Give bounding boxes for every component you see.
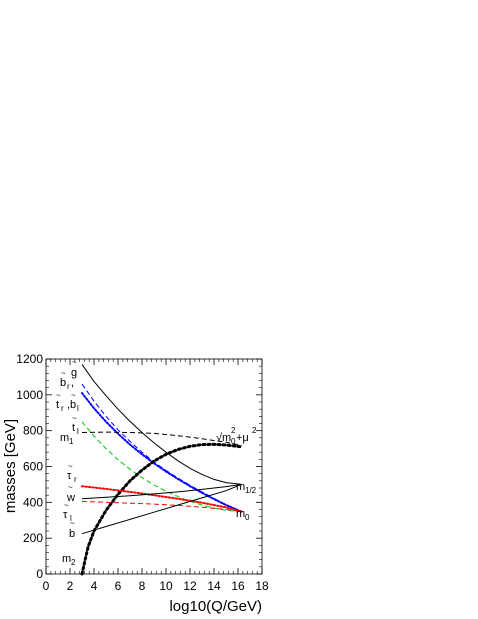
svg-text:~: ~	[71, 391, 76, 400]
svg-text:g: g	[71, 367, 77, 379]
x-tick-label: 16	[231, 579, 245, 593]
svg-text:2: 2	[252, 426, 257, 435]
curve-labels: g ~ b ~ r , t ~ r , b ~ l t ~ l m 1 τ	[56, 358, 257, 567]
label-tR-bL: t ~ r , b ~ l	[56, 391, 79, 413]
label-tauR: τ ~ r	[67, 462, 77, 484]
x-tick-label: 18	[255, 579, 269, 593]
svg-text:t: t	[56, 399, 59, 411]
x-tick-label: 4	[91, 579, 98, 593]
x-axis-title-text: log10(Q/GeV)	[169, 598, 262, 615]
svg-text:~: ~	[64, 501, 69, 510]
svg-text:~: ~	[68, 483, 73, 492]
svg-text:b: b	[69, 528, 75, 540]
y-axis-title: masses [GeV]	[2, 419, 19, 513]
axis-ticks	[45, 358, 263, 575]
svg-text:r: r	[61, 404, 64, 413]
svg-text:t: t	[72, 422, 75, 434]
svg-text:+μ: +μ	[236, 432, 249, 444]
svg-text:m: m	[60, 432, 69, 444]
svg-text:r: r	[67, 382, 70, 391]
x-tick-label: 8	[139, 579, 146, 593]
label-m2: m 2	[62, 553, 76, 567]
svg-text:l: l	[70, 514, 72, 523]
svg-text:m: m	[236, 481, 245, 493]
label-wino: w ~	[66, 483, 75, 504]
y-tick-label: 0	[36, 567, 43, 581]
y-tick-label: 200	[23, 531, 43, 545]
svg-text:l: l	[77, 404, 79, 413]
label-gluino: g ~	[71, 358, 77, 379]
svg-text:~: ~	[72, 414, 77, 423]
svg-text:~: ~	[72, 358, 77, 367]
x-tick-label: 2	[67, 579, 74, 593]
svg-text:τ: τ	[63, 509, 68, 521]
svg-text:,: ,	[71, 377, 74, 389]
svg-text:√m: √m	[216, 432, 231, 444]
y-tick-label: 1000	[16, 388, 43, 402]
svg-text:1: 1	[69, 437, 74, 446]
svg-text:b: b	[70, 399, 76, 411]
label-m0: m 0	[236, 508, 250, 522]
label-m1: m 1	[60, 432, 74, 446]
series-line-4	[81, 431, 242, 446]
svg-text:m: m	[62, 553, 71, 565]
svg-text:r: r	[74, 475, 77, 484]
series-line-2	[81, 392, 243, 513]
x-tick-label: 0	[43, 579, 50, 593]
x-tick-label: 6	[115, 579, 122, 593]
y-tick-label: 800	[23, 424, 43, 438]
curves	[80, 364, 244, 576]
svg-text:w: w	[66, 492, 75, 504]
label-m-half: m 1/2	[236, 481, 257, 495]
x-tick-label: 14	[207, 579, 221, 593]
svg-text:~: ~	[61, 369, 66, 378]
x-axis-title: log10(Q/GeV)	[169, 598, 262, 615]
svg-text:τ: τ	[67, 470, 72, 482]
label-bino: b ~	[69, 519, 75, 540]
svg-text:~: ~	[68, 462, 73, 471]
series-line-8	[81, 483, 242, 500]
label-tL: t ~ l	[72, 414, 79, 436]
svg-text:0: 0	[231, 437, 236, 446]
svg-text:l: l	[77, 427, 79, 436]
x-tick-label: 12	[183, 579, 197, 593]
svg-text:1/2: 1/2	[245, 486, 257, 495]
y-tick-label: 1200	[16, 352, 43, 366]
series-line-0	[81, 364, 242, 485]
x-tick-label: 10	[159, 579, 173, 593]
svg-text:,: ,	[67, 399, 70, 411]
series-line-6	[81, 485, 243, 513]
svg-text:2: 2	[71, 558, 76, 567]
series-line-5	[80, 442, 244, 576]
svg-text:b: b	[60, 377, 66, 389]
y-tick-label: 400	[23, 495, 43, 509]
series-line-9	[81, 483, 242, 535]
svg-text:~: ~	[70, 519, 75, 528]
y-tick-label: 600	[23, 460, 43, 474]
svg-text:~: ~	[56, 391, 61, 400]
series-line-1	[81, 383, 242, 513]
svg-text:m: m	[236, 508, 245, 520]
y-tick-labels: 0 200 400 600 800 1000 1200	[16, 352, 43, 581]
plot-frame	[45, 358, 263, 575]
svg-text:2: 2	[231, 426, 236, 435]
svg-text:0: 0	[245, 513, 250, 522]
label-tauL: τ ~ l	[63, 501, 72, 523]
label-sqrt-m0-mu: √m 0 2 +μ 2	[216, 426, 257, 446]
series-line-7	[81, 500, 242, 513]
x-tick-labels: 0 2 4 6 8 10 12 14 16 18	[43, 579, 269, 593]
label-bR: b ~ r ,	[60, 369, 74, 391]
